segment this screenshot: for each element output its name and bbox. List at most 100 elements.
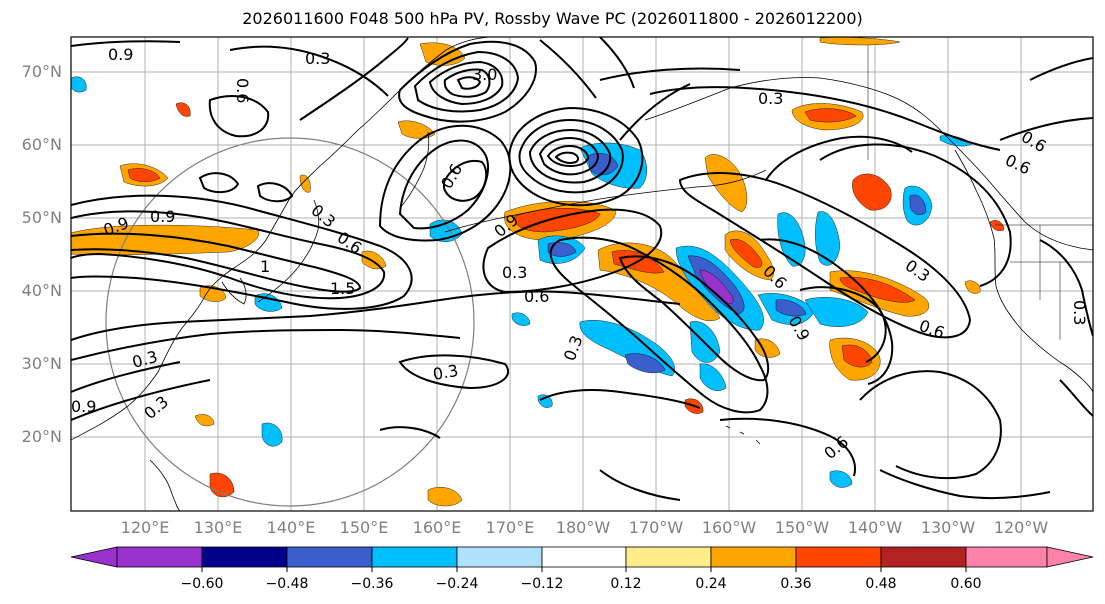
colorbar-tick-label: −0.48 — [265, 576, 309, 592]
pv-contour — [599, 67, 741, 81]
map-title: 2026011600 F048 500 hPa PV, Rossby Wave … — [242, 9, 863, 28]
contour-label: 0.6 — [233, 78, 252, 103]
coastline-hawaii — [725, 425, 761, 445]
graticule — [71, 37, 1093, 511]
colorbar-extend-high — [1046, 546, 1094, 568]
lon-label-170e: 170°E — [485, 518, 535, 537]
pv-contour — [398, 40, 537, 123]
pv-contour — [428, 60, 504, 106]
anomaly-fill — [261, 422, 283, 447]
colorbar-tick-label: 0.24 — [695, 576, 727, 592]
pv-contour — [456, 76, 482, 90]
lat-label-50n: 50°N — [21, 208, 62, 227]
lat-label-40n: 40°N — [21, 281, 62, 300]
pv-contour — [71, 232, 362, 293]
pv-contour — [71, 379, 211, 421]
pv-contours — [71, 37, 1093, 501]
lon-label-140e: 140°E — [266, 518, 316, 537]
lon-label-130w: 130°W — [920, 518, 976, 537]
contour-label: 0.3 — [305, 49, 330, 68]
anomaly-fill — [775, 299, 807, 317]
pv-contour — [618, 255, 770, 382]
pv-contour — [546, 144, 590, 168]
coastline-kamchatka — [399, 131, 430, 209]
pv-contour — [879, 469, 1051, 500]
pv-contour — [208, 95, 270, 138]
anomaly-fill — [699, 363, 727, 391]
colorbar-segment — [371, 546, 458, 568]
anomaly-fill — [511, 312, 531, 326]
pv-contour — [299, 37, 409, 121]
contour-label: 0.6 — [524, 287, 549, 306]
pv-contour — [539, 389, 701, 409]
anomaly-fill — [964, 280, 981, 294]
colorbar-segment — [965, 546, 1048, 568]
contour-label: 0.3 — [502, 263, 527, 282]
contour-label: 1 — [260, 257, 270, 276]
colorbar — [70, 546, 1094, 568]
anomaly-fill — [989, 220, 1005, 231]
lon-label-160w: 160°W — [701, 518, 757, 537]
anomaly-fill — [194, 414, 215, 427]
lon-label-150w: 150°W — [774, 518, 830, 537]
anomaly-fill — [175, 102, 191, 117]
pv-contour — [719, 417, 856, 477]
pv-contour — [71, 210, 386, 300]
contour-label: 0.9 — [108, 45, 133, 64]
pv-contour — [759, 238, 894, 385]
anomaly-fill — [547, 242, 577, 257]
contour-label: 0.3 — [1070, 300, 1089, 325]
colorbar-segment — [710, 546, 797, 568]
lon-label-180w: 180°W — [555, 518, 611, 537]
anomaly-fill — [754, 338, 781, 358]
pv-contour — [1029, 57, 1093, 81]
lat-label-20n: 20°N — [21, 427, 62, 446]
anomaly-fill — [624, 353, 666, 374]
pv-contour — [71, 328, 461, 361]
lat-label-30n: 30°N — [21, 354, 62, 373]
pv-contour — [482, 208, 663, 294]
anomaly-fill — [909, 194, 927, 216]
anomaly-fill — [777, 212, 806, 267]
contour-label: 0.9 — [150, 207, 175, 226]
colorbar-extend-low — [70, 546, 118, 568]
colorbar-tick-label: −0.24 — [435, 576, 479, 592]
pv-contour — [599, 469, 681, 501]
pv-contour — [859, 370, 1002, 480]
anomaly-fill — [804, 108, 857, 123]
colorbar-tick-label: 0.48 — [865, 576, 897, 592]
colorbar-segment — [795, 546, 882, 568]
colorbar-tick-label: 0.36 — [780, 576, 812, 592]
pv-contour — [549, 236, 769, 414]
pv-contour — [678, 172, 972, 339]
pv-contour — [649, 86, 1001, 151]
lon-label-120e: 120°E — [120, 518, 170, 537]
pv-contour — [554, 151, 580, 164]
pv-contour — [999, 117, 1093, 141]
lat-label-70n: 70°N — [21, 62, 62, 81]
lon-label-140w: 140°W — [847, 518, 903, 537]
colorbar-segment — [456, 546, 543, 568]
colorbar-tick-label: −0.60 — [180, 576, 224, 592]
reference-circle — [105, 137, 475, 507]
lon-label-160e: 160°E — [412, 518, 462, 537]
pv-contour — [379, 426, 441, 439]
pv-contour — [71, 194, 413, 310]
lon-label-170w: 170°W — [628, 518, 684, 537]
colorbar-tick-label: −0.36 — [350, 576, 394, 592]
anomaly-fill — [804, 297, 869, 327]
pv-contour — [799, 286, 887, 363]
coastline-japan — [257, 199, 320, 303]
pv-contour — [528, 128, 612, 184]
map-background — [71, 37, 1093, 511]
pv-contour — [599, 37, 635, 89]
pv-contour — [256, 182, 294, 203]
colorbar-segment — [880, 546, 967, 568]
anomaly-fill — [537, 394, 553, 408]
anomaly-fill — [841, 344, 873, 368]
pv-contour — [71, 290, 681, 341]
anomaly-fill — [127, 168, 161, 182]
colorbar-tick-label: 0.60 — [950, 576, 982, 592]
colorbar-tick-label: −0.12 — [520, 576, 564, 592]
colorbar-segment — [286, 546, 373, 568]
